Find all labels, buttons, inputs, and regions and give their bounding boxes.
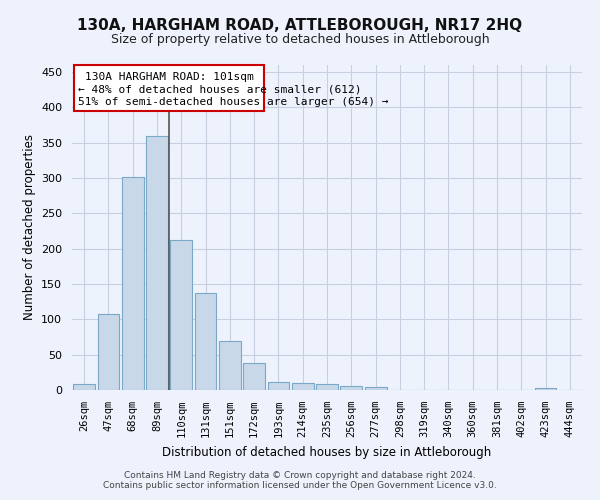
- Bar: [146, 136, 168, 390]
- Bar: [73, 384, 95, 390]
- Bar: [340, 386, 362, 390]
- Text: 130A, HARGHAM ROAD, ATTLEBOROUGH, NR17 2HQ: 130A, HARGHAM ROAD, ATTLEBOROUGH, NR17 2…: [77, 18, 523, 32]
- Bar: [170, 240, 192, 390]
- Text: Contains HM Land Registry data © Crown copyright and database right 2024.: Contains HM Land Registry data © Crown c…: [124, 470, 476, 480]
- Bar: [122, 178, 143, 390]
- Bar: [535, 388, 556, 390]
- Bar: [97, 314, 119, 390]
- Y-axis label: Number of detached properties: Number of detached properties: [23, 134, 35, 320]
- Bar: [219, 340, 241, 390]
- Bar: [268, 382, 289, 390]
- Bar: [292, 383, 314, 390]
- Bar: [194, 292, 217, 390]
- FancyBboxPatch shape: [74, 65, 264, 111]
- Bar: [316, 384, 338, 390]
- Text: Size of property relative to detached houses in Attleborough: Size of property relative to detached ho…: [110, 32, 490, 46]
- Bar: [243, 363, 265, 390]
- Text: Contains public sector information licensed under the Open Government Licence v3: Contains public sector information licen…: [103, 480, 497, 490]
- Text: 130A HARGHAM ROAD: 101sqm: 130A HARGHAM ROAD: 101sqm: [85, 72, 254, 82]
- Text: ← 48% of detached houses are smaller (612): ← 48% of detached houses are smaller (61…: [78, 85, 362, 95]
- X-axis label: Distribution of detached houses by size in Attleborough: Distribution of detached houses by size …: [163, 446, 491, 458]
- Text: 51% of semi-detached houses are larger (654) →: 51% of semi-detached houses are larger (…: [78, 97, 389, 107]
- Bar: [365, 387, 386, 390]
